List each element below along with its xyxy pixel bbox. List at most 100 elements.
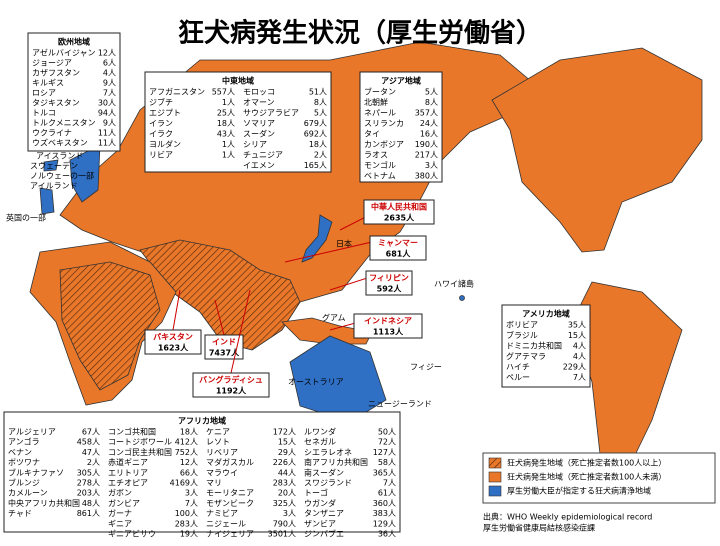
death-count: 36人 [378,530,396,539]
country-name: ガンビア [108,498,140,508]
country-name: タジキスタン [32,99,80,108]
death-count: 4人 [573,352,586,361]
country-name: チュニジア [243,151,283,160]
death-count: 11人 [98,139,116,148]
death-count: 679人 [304,119,327,128]
country-name: ウガンダ [304,498,336,508]
country-name: ガーナ [108,508,132,518]
africa-hatched [59,261,161,391]
south-asia-hatched [139,239,301,351]
country-name: シリア [243,140,267,149]
death-count: 8人 [314,98,327,107]
callout-country: フィリピン [369,273,409,283]
death-count: 35人 [568,321,586,330]
country-name: ペルー [506,373,530,382]
death-count: 278人 [77,479,100,488]
callout-box [369,235,427,261]
death-count: 7人 [185,499,198,508]
country-name: リビア [149,151,173,160]
country-name: シエラレオネ [304,448,352,457]
map-label: 日本 [336,239,352,249]
country-name: ジンバブエ [304,529,344,539]
country-name: トルクメニスタン [32,119,96,128]
country-name: アンゴラ [8,437,40,447]
callout-country: インドネシア [364,316,412,326]
country-name: ネパール [364,109,396,118]
country-name: ラオス [364,151,388,160]
death-count: 30人 [98,99,116,108]
death-count: 283人 [175,519,198,528]
country-name: ギニアビサウ [108,530,156,539]
country-name: スワジランド [304,479,352,488]
death-count: 61人 [378,489,396,498]
country-name: ベトナム [364,172,396,181]
death-count: 4169人 [170,479,198,488]
region-box [501,304,591,388]
death-count: 325人 [273,499,296,508]
country-name: ジョージア [32,59,72,68]
australia [289,335,387,423]
legend-label: 厚生労働大臣が指定する狂犬病清浄地域 [507,486,651,496]
death-count: 305人 [77,468,100,477]
death-count: 29人 [278,448,296,457]
legend-label: 狂犬病発生地域（死亡推定者数100人未満） [507,472,666,482]
death-count: 72人 [378,438,396,447]
death-count: 16人 [420,130,438,139]
leader-line [230,289,251,374]
death-count: 412人 [175,438,198,447]
uk [39,187,55,215]
death-count: 48人 [82,499,100,508]
leader-line [214,299,225,336]
country-name: ブータン [364,87,396,97]
death-count: 203人 [77,489,100,498]
callout-count: 1113人 [373,327,404,337]
country-name: ルワンダ [304,427,336,437]
death-count: 752人 [175,448,198,457]
country-name: マダガスカル [206,457,254,467]
country-name: コンゴ共和国 [108,427,156,437]
map-label: 英国の一部 [6,213,46,223]
death-count: 557人 [212,88,235,97]
callout-box [363,199,435,225]
callout-box [353,313,423,339]
country-name: ドミニカ共和国 [506,342,562,351]
death-count: 4人 [573,342,586,351]
map-label: グアム [322,313,345,323]
death-count: 6人 [103,59,116,68]
death-count: 50人 [378,428,396,437]
country-name: カザフスタン [32,69,80,78]
death-count: 861人 [77,509,100,518]
country-name: コンゴ民主共和国 [108,447,172,457]
region-box [359,71,443,183]
death-count: 172人 [273,428,296,437]
death-count: 15人 [278,438,296,447]
map-label: ハワイ諸島 [434,279,474,289]
source-note: 出典：WHO Weekly epidemiological record [483,512,652,522]
country-name: ジブチ [149,97,173,107]
country-name: ウクライナ [32,129,72,138]
japan [301,214,333,263]
country-name: ニジェール [206,519,246,528]
map-label: フィジー [410,363,442,372]
country-name: ガボン [108,488,132,498]
map-label: ノルウェーの一部 [30,171,94,181]
death-count: 692人 [304,130,327,139]
callout-country: バングラディシュ [199,375,263,385]
death-count: 365人 [373,468,396,477]
region-box [3,411,401,533]
country-name: アフガニスタン [149,87,205,97]
death-count: 1人 [222,151,235,160]
death-count: 5人 [425,88,438,97]
country-name: グアテマラ [506,351,546,361]
country-name: ザンビア [304,519,336,528]
country-name: イエメン [243,161,275,170]
hawaii [459,295,465,301]
country-name: ケニア [206,428,230,437]
callout-count: 592人 [377,284,403,294]
death-count: 7人 [103,89,116,98]
country-name: トルコ [32,109,56,118]
country-name: スリランカ [364,119,404,128]
country-name: セネガル [304,437,336,447]
country-name: ナミビア [206,509,238,518]
country-name: イラク [149,130,173,139]
